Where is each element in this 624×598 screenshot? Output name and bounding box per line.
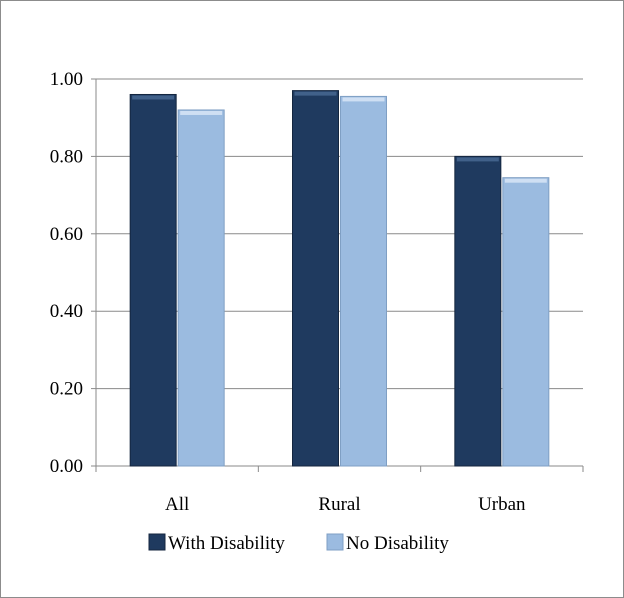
bar-top-highlight	[132, 95, 175, 100]
legend: With Disability No Disability	[148, 533, 449, 554]
bar-top-highlight	[294, 91, 337, 96]
bar-top-highlight	[342, 97, 385, 102]
bar-no-disability-rural	[340, 95, 387, 467]
legend-label: No Disability	[346, 533, 449, 554]
axes	[91, 78, 584, 472]
y-tick-label: 0.40	[50, 301, 83, 322]
bar-no-disability-urban	[502, 177, 550, 467]
legend-swatch	[148, 533, 166, 551]
gridlines	[96, 78, 583, 390]
bar-top-highlight	[456, 157, 499, 162]
legend-swatch	[326, 533, 344, 551]
bar-top-highlight	[504, 178, 547, 183]
x-category-label: All	[165, 494, 189, 515]
y-tick-labels: 0.00 0.20 0.40 0.60 0.80 1.00	[50, 69, 83, 477]
y-tick-label: 0.00	[50, 456, 83, 477]
bar-with-disability-all	[129, 93, 177, 467]
y-tick-label: 1.00	[50, 69, 83, 90]
legend-label: With Disability	[168, 533, 285, 554]
x-category-label: Rural	[318, 494, 360, 515]
bars	[129, 90, 550, 467]
x-category-label: Urban	[478, 494, 526, 515]
bar-with-disability-rural	[292, 90, 339, 467]
bar-no-disability-all	[177, 109, 225, 467]
y-tick-label: 0.60	[50, 224, 83, 245]
category-labels: All Rural Urban	[165, 494, 526, 515]
y-tick-label: 0.80	[50, 146, 83, 167]
y-tick-label: 0.20	[50, 379, 83, 400]
bar-top-highlight	[180, 110, 223, 115]
bar-with-disability-urban	[454, 155, 502, 467]
